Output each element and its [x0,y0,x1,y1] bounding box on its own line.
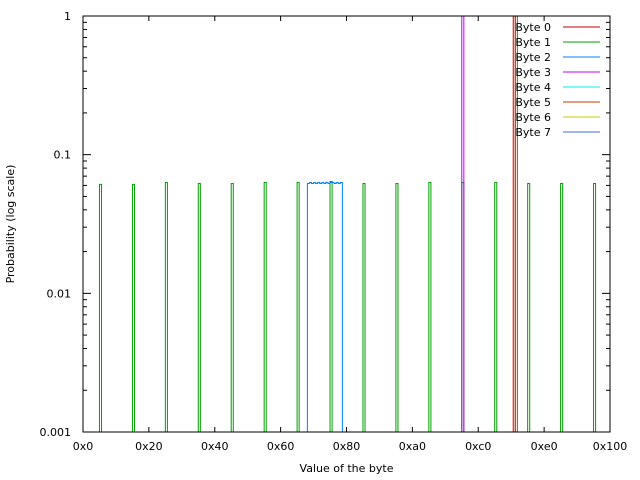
axis-ticks: 0x0 0x20 0x40 0x60 0x80 0xa0 0xc0 0xe0 0x100 0.00… [40,10,628,453]
y-axis-label: Probability (log scale) [4,165,17,284]
legend-label: Byte 5 [515,96,551,109]
x-tick-label: 0xa0 [399,440,426,453]
legend-label: Byte 0 [515,21,551,34]
data-step [494,181,498,432]
y-tick-label: 1 [64,10,71,23]
x-tick-label: 0x100 [593,440,628,453]
data-step [329,181,333,432]
series-byte-2 [306,181,343,432]
data-step [197,182,201,432]
data-step [263,181,267,432]
data-step [98,183,103,432]
x-tick-label: 0x60 [267,440,295,453]
x-axis-label: Value of the byte [300,462,394,475]
legend: Byte 0 Byte 1 Byte 2 Byte 3 Byte 4 Byte 5 Byte… [515,21,600,139]
x-tick-label: 0x0 [73,440,94,453]
series-byte-3 [461,15,465,432]
data-step [428,181,432,432]
legend-label: Byte 1 [515,36,551,49]
data-step [306,181,343,432]
series-byte-1 [98,181,597,432]
data-step [593,182,597,432]
legend-label: Byte 3 [515,66,551,79]
data-step [362,182,366,432]
legend-label: Byte 2 [515,51,551,64]
data-step [560,182,564,432]
y-tick-label: 0.01 [47,287,72,300]
data-step [461,15,465,432]
data-step [164,181,168,432]
chart-marks [98,15,597,432]
data-step [527,182,531,432]
x-tick-label: 0x80 [333,440,361,453]
legend-label: Byte 7 [515,126,551,139]
data-step [296,181,300,432]
x-tick-label: 0xe0 [531,440,558,453]
legend-label: Byte 4 [515,81,551,94]
data-step [230,182,234,432]
x-tick-label: 0x20 [135,440,163,453]
legend-label: Byte 6 [515,111,551,124]
x-tick-label: 0x40 [201,440,229,453]
y-tick-label: 0.001 [40,426,72,439]
data-step [131,183,135,432]
y-tick-label: 0.1 [54,149,72,162]
data-step [395,182,399,432]
x-tick-label: 0xc0 [465,440,491,453]
